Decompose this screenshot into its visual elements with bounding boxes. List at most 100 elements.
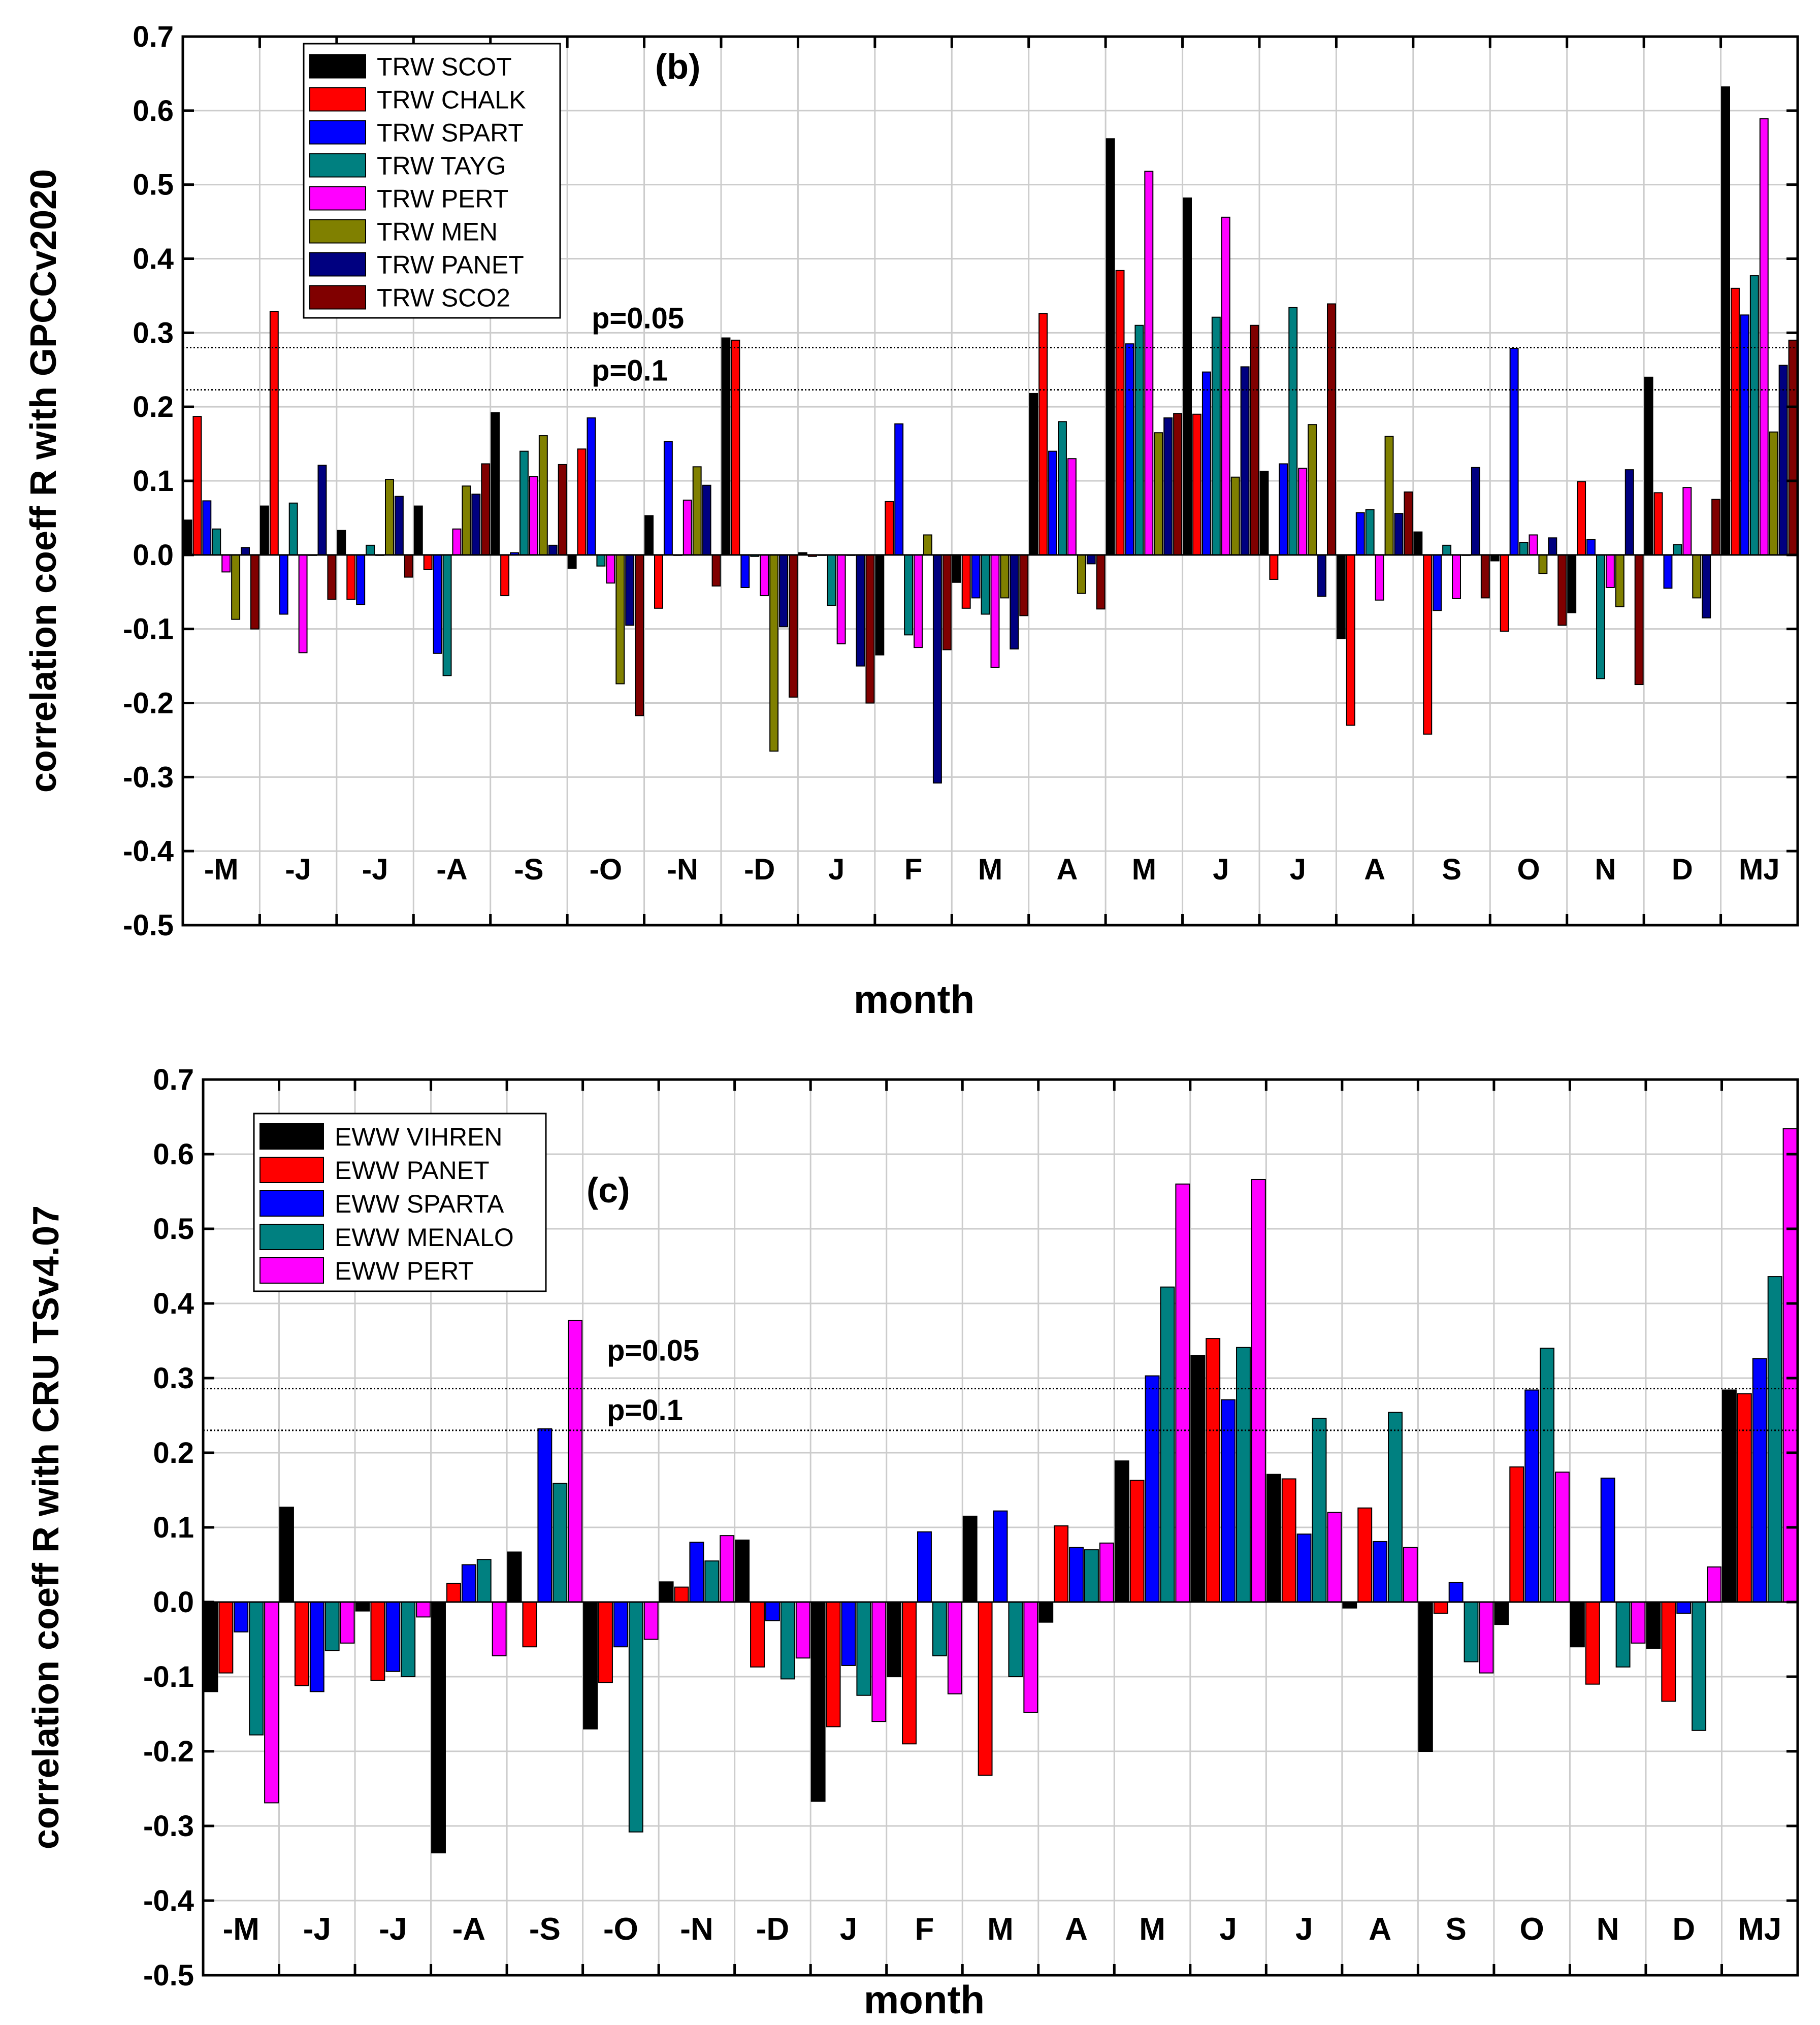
bar: [654, 554, 663, 609]
bar: [1327, 303, 1336, 556]
bar: [1288, 307, 1298, 556]
x-category-label: N: [1595, 853, 1616, 886]
bar: [1479, 1602, 1494, 1674]
x-category-label: J: [828, 853, 844, 886]
bar: [423, 554, 433, 571]
bar: [1464, 1602, 1479, 1662]
bar: [769, 554, 779, 752]
bar: [452, 528, 462, 556]
bar: [192, 416, 202, 556]
bar: [1266, 1474, 1281, 1603]
bar: [1373, 1541, 1388, 1603]
bar: [1769, 431, 1778, 556]
bar: [659, 1581, 674, 1603]
bar: [1529, 534, 1538, 556]
bar: [340, 1602, 355, 1644]
bar: [856, 1602, 871, 1696]
bar: [1782, 1128, 1798, 1603]
bar: [1296, 1533, 1312, 1603]
threshold-label: p=0.05: [607, 1334, 699, 1367]
legend: EWW VIHREN EWW PANET EWW SPARTA EWW MENALO E…: [253, 1113, 547, 1292]
bar: [1029, 393, 1038, 556]
bar: [692, 466, 702, 556]
bar: [871, 1602, 887, 1722]
bar: [1577, 481, 1586, 556]
x-category-label: -J: [285, 853, 311, 886]
legend-swatch: [309, 120, 366, 145]
bar: [827, 554, 836, 606]
bar: [183, 519, 192, 556]
bar: [1524, 1389, 1540, 1603]
x-category-label: -N: [680, 1912, 713, 1947]
bar: [902, 1602, 917, 1745]
legend-swatch: [259, 1123, 324, 1150]
bar: [1778, 365, 1788, 556]
legend-item: EWW SPARTA: [259, 1190, 504, 1218]
legend-item: TRW SPART: [309, 119, 524, 147]
bar: [1737, 1393, 1752, 1603]
legend-swatch: [309, 219, 366, 244]
series-eww-menalo: [249, 1276, 1782, 1833]
bar: [416, 1602, 431, 1618]
bar: [1145, 1375, 1160, 1603]
bar: [952, 554, 961, 583]
bar: [1740, 314, 1749, 556]
bar: [1692, 554, 1702, 599]
bar: [1192, 413, 1201, 556]
bar: [1183, 197, 1192, 556]
bar: [1058, 421, 1067, 556]
bar: [914, 554, 923, 648]
bar: [1269, 554, 1279, 580]
bar: [1567, 554, 1577, 613]
bar: [932, 554, 942, 784]
bar: [613, 1602, 628, 1648]
x-category-label: A: [1065, 1912, 1088, 1947]
y-tick-label: 0.5: [153, 1213, 194, 1246]
bar: [355, 1602, 370, 1612]
x-category-label: M: [1139, 1912, 1165, 1947]
bar: [765, 1602, 780, 1621]
bar: [1067, 458, 1077, 556]
x-category-label: -O: [603, 1912, 638, 1947]
bar: [1099, 1542, 1114, 1603]
bar: [1673, 544, 1682, 556]
bar: [856, 554, 865, 667]
bar: [917, 1531, 932, 1603]
bar: [1388, 1412, 1403, 1603]
bar: [865, 554, 875, 704]
bar: [587, 417, 596, 556]
bar: [663, 441, 673, 556]
bar: [250, 554, 259, 630]
legend-label: TRW SPART: [377, 119, 524, 147]
bar: [990, 554, 1000, 668]
bar: [904, 554, 914, 636]
bar: [836, 554, 846, 644]
y-axis-title: correlation coeff R with GPCCv2020: [23, 169, 64, 793]
x-category-label: D: [1672, 1912, 1695, 1947]
legend-item: EWW MENALO: [259, 1223, 514, 1252]
bar: [1490, 554, 1500, 562]
x-category-label: -S: [529, 1912, 561, 1947]
y-tick-label: 0.3: [133, 316, 174, 349]
bar: [1230, 476, 1240, 556]
bar: [1676, 1602, 1692, 1614]
x-category-label: -A: [436, 853, 467, 886]
bar: [1023, 1602, 1038, 1713]
legend-swatch: [309, 186, 366, 211]
legend-label: EWW PANET: [335, 1156, 490, 1185]
series-eww-vihren: [203, 1355, 1737, 1853]
bar: [1634, 554, 1644, 685]
bar: [887, 1602, 902, 1677]
bar: [327, 554, 337, 600]
x-category-label: S: [1445, 1912, 1466, 1947]
bar: [500, 554, 510, 597]
bar: [218, 1602, 234, 1674]
bar: [1631, 1602, 1646, 1644]
legend-label: TRW CHALK: [377, 86, 526, 114]
bar: [1086, 554, 1096, 565]
threshold-label: p=0.1: [592, 354, 668, 387]
x-category-label: F: [904, 853, 922, 886]
bar: [1702, 554, 1711, 618]
bar: [492, 1602, 507, 1656]
y-tick-label: 0.6: [153, 1138, 194, 1171]
